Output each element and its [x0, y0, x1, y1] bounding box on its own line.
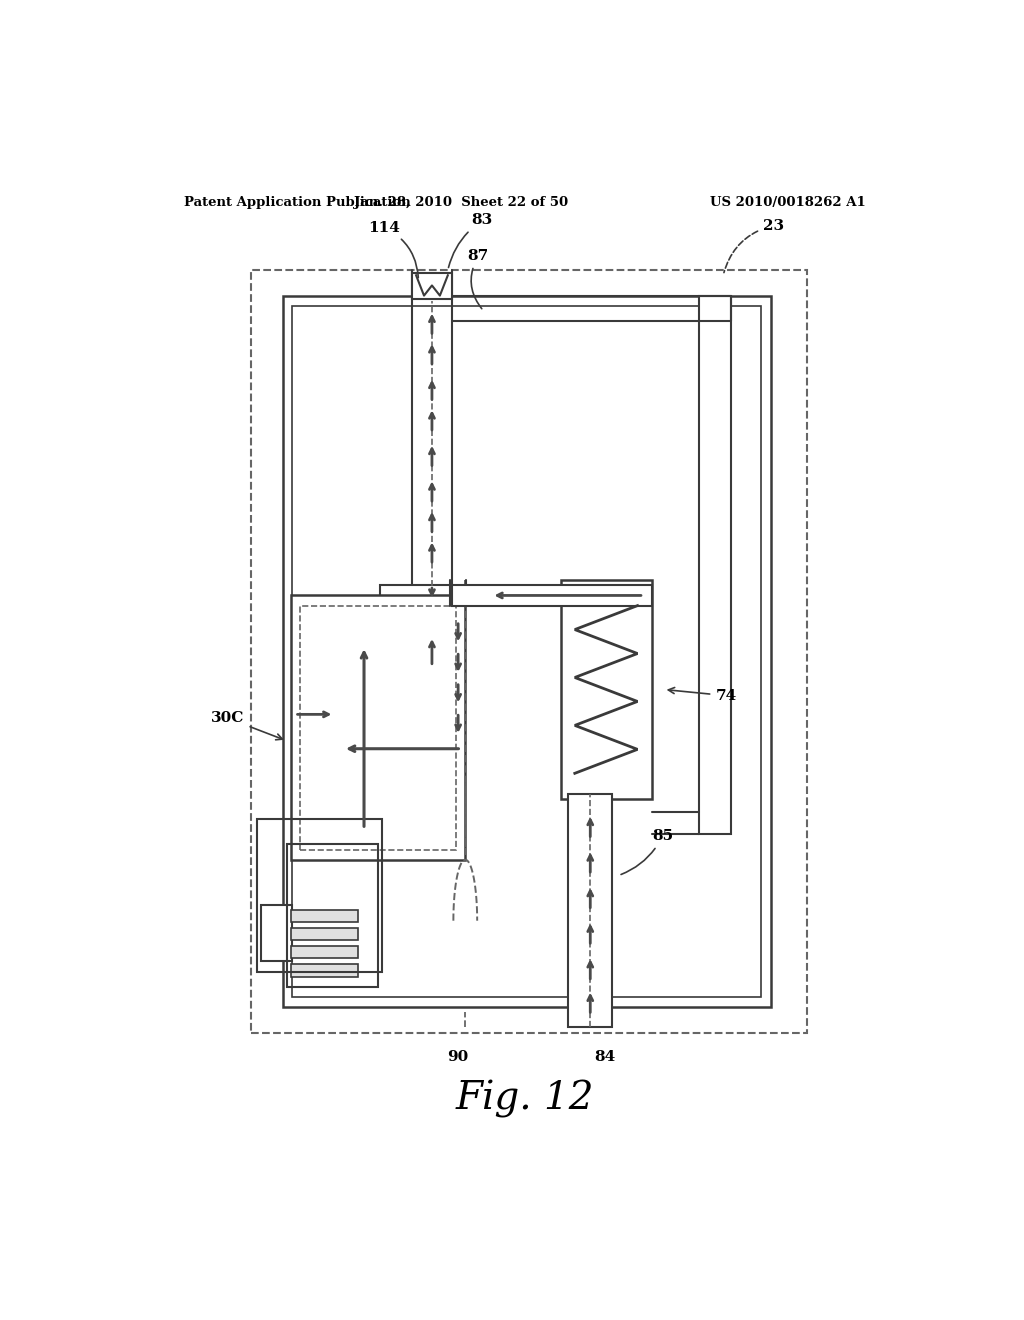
Text: US 2010/0018262 A1: US 2010/0018262 A1 — [711, 195, 866, 209]
Bar — [251, 271, 807, 1032]
Text: 87: 87 — [468, 249, 488, 309]
Bar — [291, 909, 358, 921]
Text: 83: 83 — [449, 214, 493, 268]
Bar — [292, 306, 761, 997]
Bar — [260, 906, 292, 961]
Bar — [291, 965, 358, 977]
Bar — [257, 818, 382, 972]
Bar — [412, 273, 452, 298]
Bar — [396, 620, 452, 667]
Text: 84: 84 — [594, 1049, 615, 1064]
Bar — [568, 793, 612, 1027]
Bar — [291, 946, 358, 958]
Bar — [291, 595, 465, 859]
Text: Fig. 12: Fig. 12 — [456, 1080, 594, 1118]
Bar — [452, 585, 652, 606]
Bar — [560, 581, 652, 799]
Bar — [699, 296, 731, 834]
Bar — [380, 585, 452, 626]
Text: 23: 23 — [724, 219, 784, 273]
Bar — [283, 296, 771, 1007]
Text: Jan. 28, 2010  Sheet 22 of 50: Jan. 28, 2010 Sheet 22 of 50 — [354, 195, 568, 209]
Text: Patent Application Publication: Patent Application Publication — [183, 195, 411, 209]
Text: 85: 85 — [621, 829, 673, 874]
Text: 30C: 30C — [211, 711, 283, 739]
Bar — [287, 845, 378, 987]
Bar — [300, 606, 456, 850]
Text: 90: 90 — [446, 1049, 468, 1064]
Bar — [291, 928, 358, 940]
Text: 114: 114 — [369, 220, 419, 277]
Text: 74: 74 — [669, 688, 736, 702]
